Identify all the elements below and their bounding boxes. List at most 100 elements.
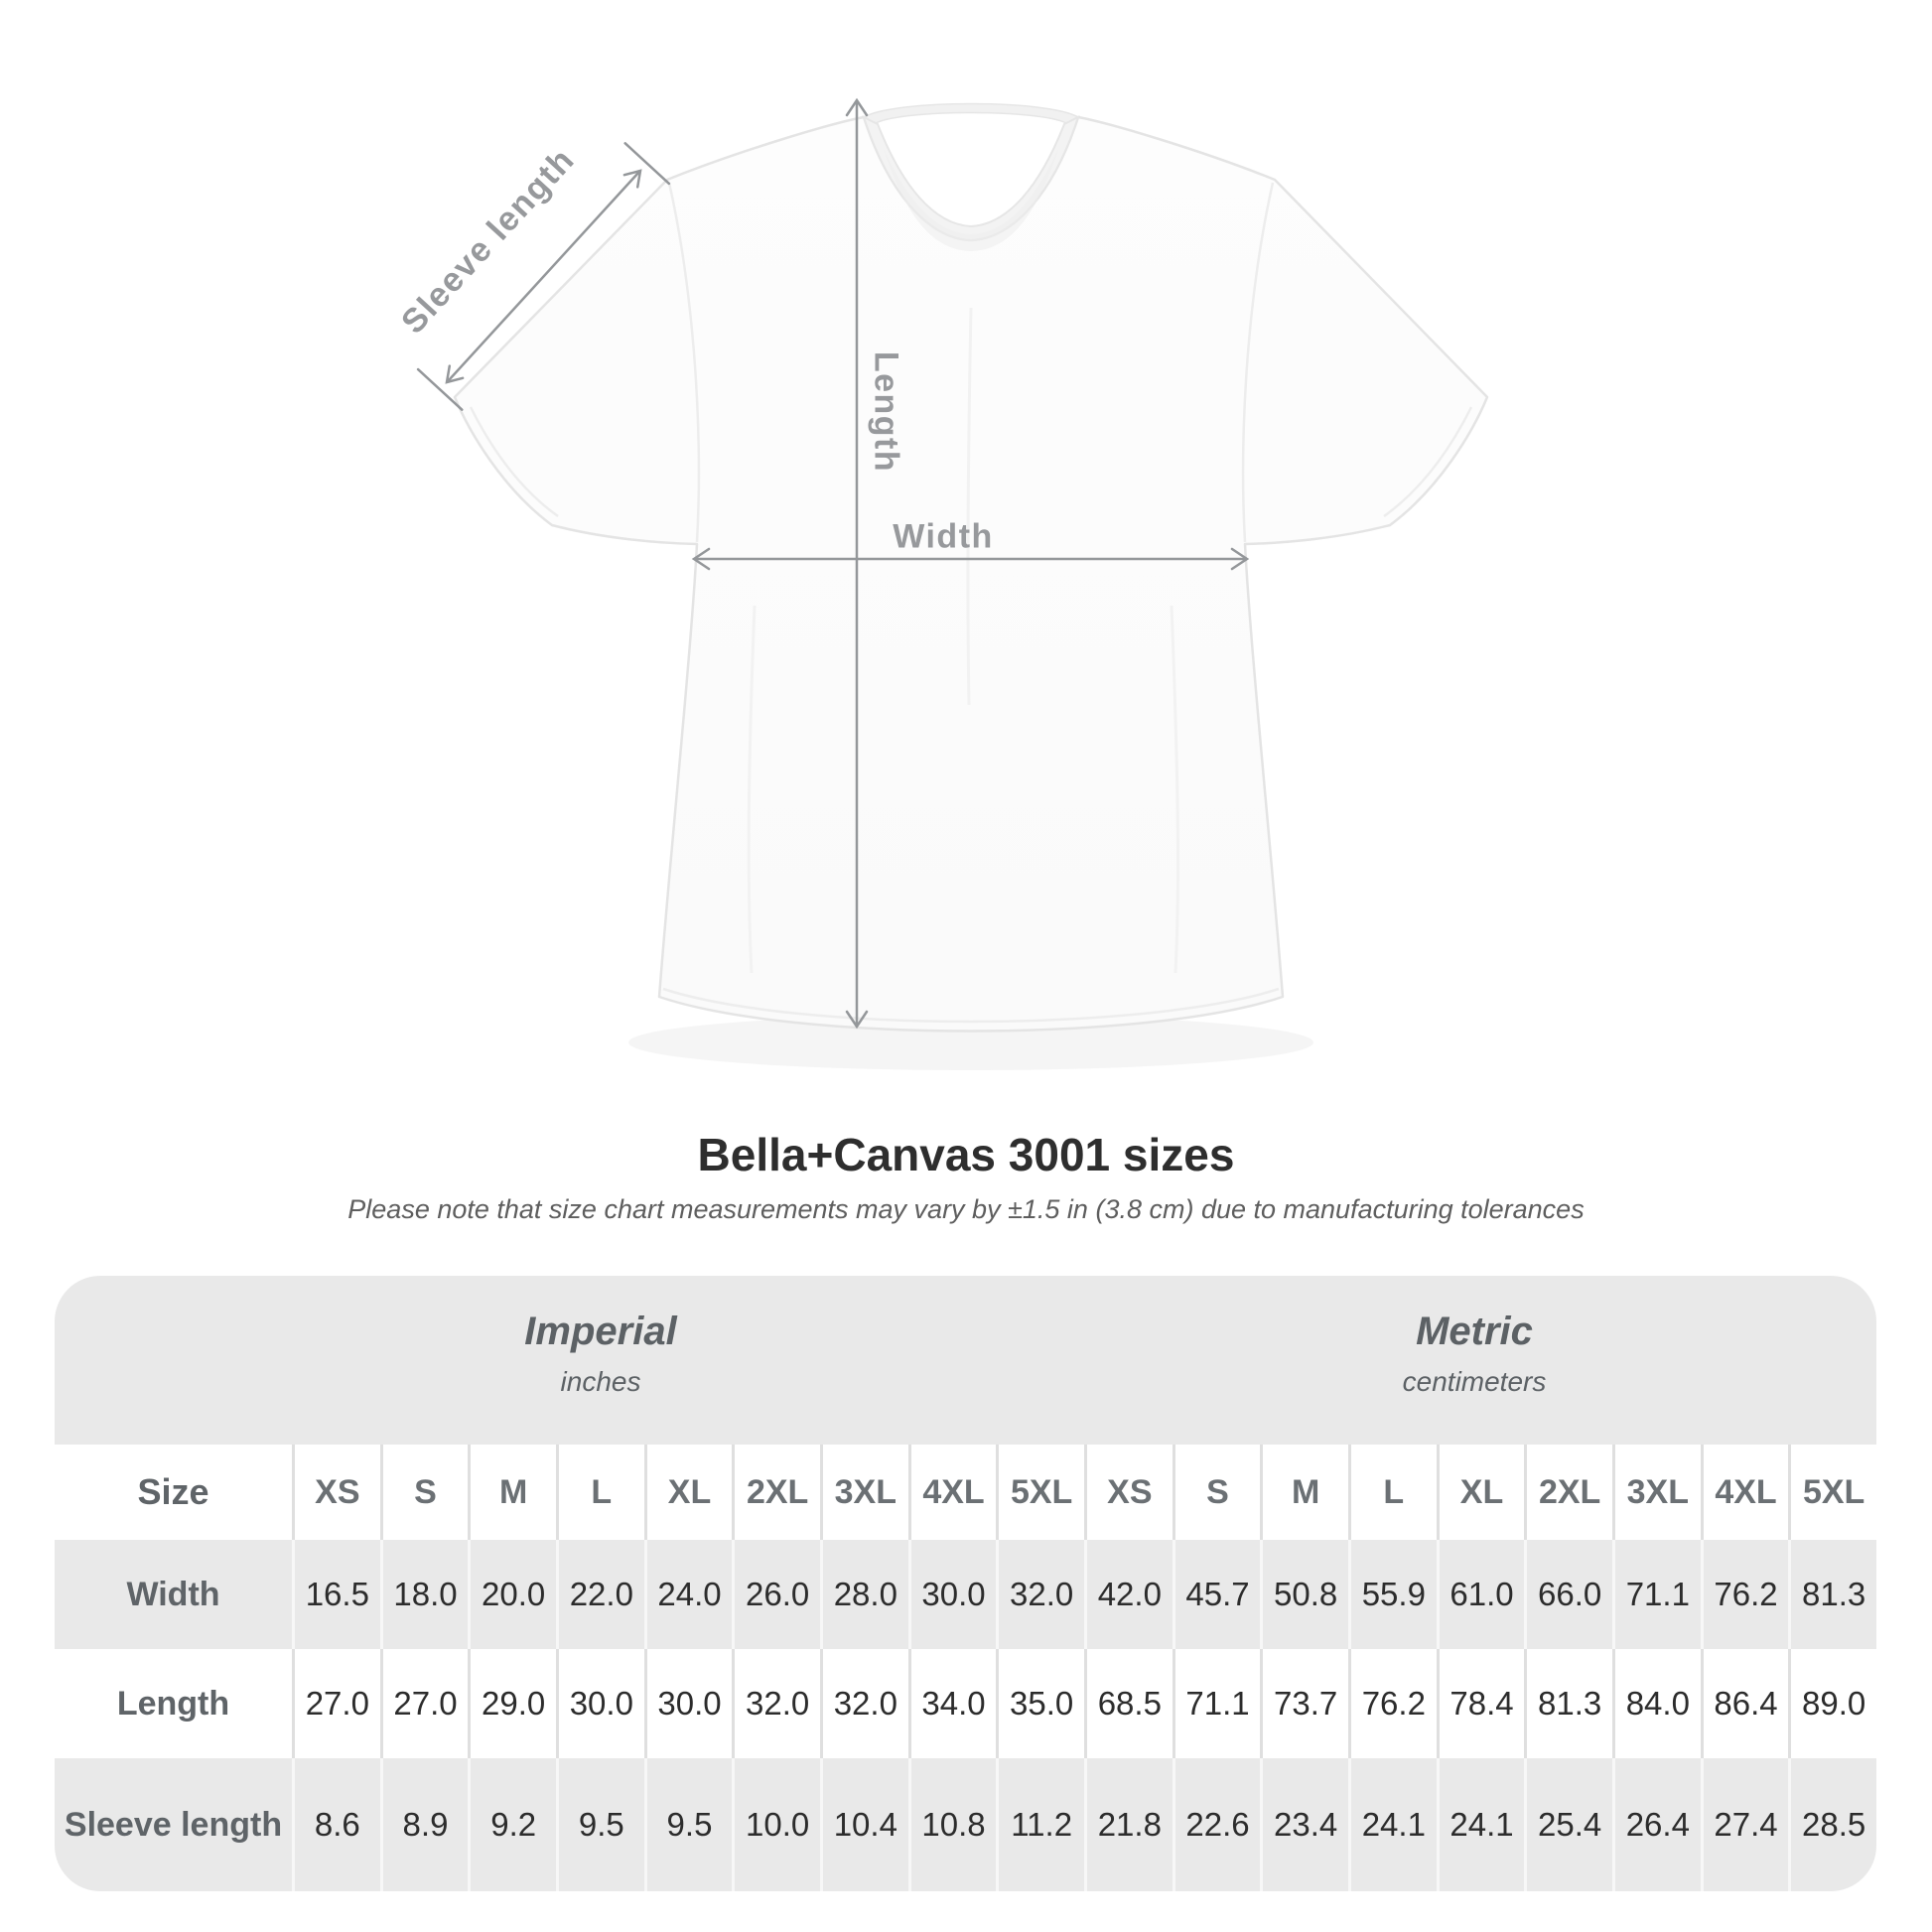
table-cell: 86.4 — [1700, 1649, 1789, 1758]
imperial-unit-header: Imperial inches — [524, 1310, 676, 1398]
tolerance-note: Please note that size chart measurements… — [347, 1194, 1585, 1224]
table-cell: 28.5 — [1788, 1758, 1876, 1891]
table-cell: 61.0 — [1436, 1540, 1525, 1649]
imperial-sublabel: inches — [560, 1366, 641, 1397]
table-cell: 30.0 — [555, 1649, 644, 1758]
table-cell: 73.7 — [1260, 1649, 1348, 1758]
collar-back — [862, 102, 1080, 124]
table-cell: 32.0 — [996, 1540, 1084, 1649]
table-cell: 42.0 — [1083, 1540, 1173, 1649]
table-cell: 21.8 — [1083, 1758, 1173, 1891]
size-header-cell: 4XL — [1700, 1445, 1789, 1540]
table-cell: 68.5 — [1083, 1649, 1173, 1758]
size-header-cell: L — [1347, 1445, 1437, 1540]
width-dimension-arrow — [691, 547, 1250, 571]
table-cell: 78.4 — [1436, 1649, 1525, 1758]
size-header-cell: M — [468, 1445, 556, 1540]
table-cell: 11.2 — [996, 1758, 1084, 1891]
table-cell: 81.3 — [1788, 1540, 1876, 1649]
length-dimension-arrow — [845, 97, 869, 1030]
size-header-cell: 3XL — [819, 1445, 908, 1540]
tshirt-wrinkles — [747, 307, 1180, 974]
size-header-cell: M — [1260, 1445, 1348, 1540]
table-row: Sleeve length 8.6 8.9 9.2 9.5 9.5 10.0 10.4 10.8… — [55, 1758, 1876, 1891]
table-cell: 8.9 — [379, 1758, 469, 1891]
tshirt-measurement-diagram: Sleeve length Length Width — [394, 97, 1489, 1070]
table-cell: 30.0 — [907, 1540, 997, 1649]
table-cell: 22.6 — [1172, 1758, 1261, 1891]
table-cell: 24.0 — [643, 1540, 733, 1649]
table-cell: 55.9 — [1347, 1540, 1437, 1649]
table-cell: 20.0 — [468, 1540, 556, 1649]
table-cell: 76.2 — [1700, 1540, 1789, 1649]
size-header-cell: 2XL — [732, 1445, 820, 1540]
size-header-cell: L — [555, 1445, 644, 1540]
size-header-cell: 5XL — [1788, 1445, 1876, 1540]
table-cell: 23.4 — [1260, 1758, 1348, 1891]
size-header-cell: 5XL — [996, 1445, 1084, 1540]
tshirt-illustration — [416, 97, 1489, 1070]
size-header-cell: S — [379, 1445, 469, 1540]
table-cell: 27.0 — [292, 1649, 380, 1758]
table-cell: 84.0 — [1611, 1649, 1701, 1758]
table-cell: 71.1 — [1611, 1540, 1701, 1649]
table-cell: 34.0 — [907, 1649, 997, 1758]
size-table-grid: Size XS S M L XL 2XL 3XL 4XL 5XL XS S M L XL 2XL 3XL 4XL 5… — [55, 1445, 1876, 1891]
row-label: Sleeve length — [64, 1805, 283, 1844]
table-cell: 10.0 — [732, 1758, 820, 1891]
table-cell: 27.0 — [379, 1649, 469, 1758]
table-cell: 50.8 — [1260, 1540, 1348, 1649]
table-cell: 26.0 — [732, 1540, 820, 1649]
size-header-cell: XS — [292, 1445, 380, 1540]
table-row: Length 27.0 27.0 29.0 30.0 30.0 32.0 32.0 34.0 35… — [55, 1649, 1876, 1758]
metric-unit-header: Metric centimeters — [1403, 1310, 1547, 1398]
table-cell: 30.0 — [643, 1649, 733, 1758]
table-cell: 32.0 — [819, 1649, 908, 1758]
size-header-cell: 4XL — [907, 1445, 997, 1540]
size-column-header: Size — [137, 1471, 209, 1512]
table-cell: 81.3 — [1524, 1649, 1612, 1758]
hem-shadow — [628, 1015, 1313, 1070]
tshirt-seams — [469, 182, 1473, 1024]
size-header-cell: 3XL — [1611, 1445, 1701, 1540]
table-cell: 22.0 — [555, 1540, 644, 1649]
table-cell: 18.0 — [379, 1540, 469, 1649]
imperial-label: Imperial — [524, 1310, 677, 1353]
table-cell: 45.7 — [1172, 1540, 1261, 1649]
length-label: Length — [867, 350, 905, 474]
size-header-cell: XS — [1083, 1445, 1173, 1540]
table-cell: 9.2 — [468, 1758, 556, 1891]
size-header-cell: XL — [643, 1445, 733, 1540]
size-header-cell: XL — [1436, 1445, 1525, 1540]
table-cell: 71.1 — [1172, 1649, 1261, 1758]
tshirt-body — [453, 115, 1489, 1033]
table-cell: 10.8 — [907, 1758, 997, 1891]
table-cell: 28.0 — [819, 1540, 908, 1649]
table-cell: 9.5 — [643, 1758, 733, 1891]
page-title: Bella+Canvas 3001 sizes — [697, 1129, 1235, 1180]
row-label: Width — [126, 1575, 220, 1613]
table-cell: 8.6 — [292, 1758, 380, 1891]
table-cell: 76.2 — [1347, 1649, 1437, 1758]
size-header-row: Size XS S M L XL 2XL 3XL 4XL 5XL XS S M L XL 2XL 3XL 4XL 5… — [55, 1445, 1876, 1540]
table-cell: 9.5 — [555, 1758, 644, 1891]
table-cell: 24.1 — [1347, 1758, 1437, 1891]
table-cell: 66.0 — [1524, 1540, 1612, 1649]
sleeve-length-dimension-arrow — [416, 142, 671, 411]
table-row: Width 16.5 18.0 20.0 22.0 24.0 26.0 28.0 30.0 32.… — [55, 1540, 1876, 1649]
row-label: Length — [116, 1684, 230, 1723]
width-label: Width — [893, 517, 994, 556]
table-cell: 24.1 — [1436, 1758, 1525, 1891]
table-cell: 35.0 — [996, 1649, 1084, 1758]
metric-label: Metric — [1416, 1310, 1533, 1353]
size-table: Imperial inches Metric centimeters Size X… — [55, 1276, 1876, 1891]
table-cell: 16.5 — [292, 1540, 380, 1649]
table-cell: 25.4 — [1524, 1758, 1612, 1891]
table-cell: 29.0 — [468, 1649, 556, 1758]
table-cell: 26.4 — [1611, 1758, 1701, 1891]
collar-inner-shadow — [884, 149, 1058, 251]
table-cell: 89.0 — [1788, 1649, 1876, 1758]
table-cell: 10.4 — [819, 1758, 908, 1891]
size-header-cell: 2XL — [1524, 1445, 1612, 1540]
